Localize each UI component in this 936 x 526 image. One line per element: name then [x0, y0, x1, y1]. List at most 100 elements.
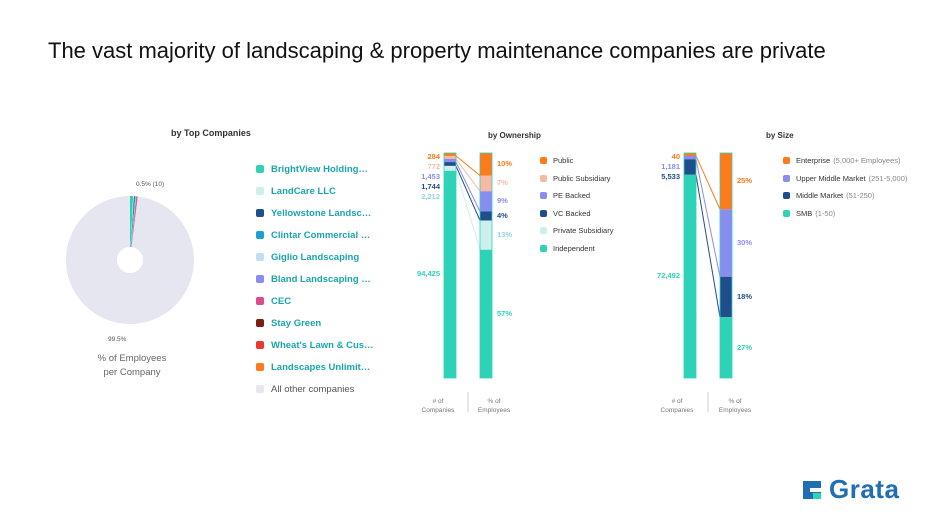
legend-swatch: [256, 319, 264, 327]
ownership-count-label-5: 94,425: [417, 269, 440, 279]
ownership-connector-0: [455, 155, 481, 176]
legend-label: Wheat's Lawn & Cus…: [271, 339, 374, 351]
pie-chart-title: by Top Companies: [171, 128, 251, 138]
size-pct-label-0: 25%: [737, 176, 753, 186]
legend-label: SMB: [796, 208, 813, 218]
pie-legend: BrightView Holding… LandCare LLC Yellowsto…: [256, 158, 386, 400]
legend-label: Bland Landscaping …: [271, 273, 371, 285]
grata-logo: Grata: [801, 474, 899, 505]
pie-caption-line-2: per Company: [103, 367, 161, 378]
legend-label: PE Backed: [553, 191, 591, 200]
legend-sublabel: (251-5,000): [868, 173, 908, 183]
legend-swatch: [256, 385, 264, 393]
ownership-connector-1: [455, 158, 481, 192]
size-pct-bar-outline: [719, 152, 733, 379]
legend-sublabel: (5,000+ Employees): [833, 156, 901, 165]
pie-caption: % of Employees per Company: [92, 352, 172, 380]
ownership-count-bar-0: [444, 153, 456, 156]
ownership-count-label-1: 772: [427, 162, 440, 171]
ownership-count-label-0: 284: [427, 152, 440, 161]
size-count-bar-1: [684, 155, 696, 160]
ownership-pct-label-1: 7%: [497, 178, 508, 188]
legend-label: Middle Market: [796, 191, 844, 200]
legend-sublabel: (51-250): [846, 191, 875, 200]
legend-label: CEC: [271, 295, 292, 307]
legend-swatch: [256, 165, 264, 173]
pie-slice-2: [130, 196, 135, 248]
size-legend-item-3: SMB (1-50): [783, 209, 835, 218]
ownership-pct-label-5: 57%: [497, 308, 513, 318]
pie-legend-item-8[interactable]: Wheat's Lawn & Cus…: [256, 334, 386, 356]
size-legend-item-1: Upper Middle Market (251-5,000): [783, 174, 907, 183]
pie-legend-item-3[interactable]: Clintar Commercial …: [256, 224, 386, 246]
pie-slice-7: [131, 196, 138, 248]
pie-legend-item-4[interactable]: Giglio Landscaping: [256, 246, 386, 268]
pie-slice-1: [130, 196, 134, 248]
ownership-count-label-3: 1,744: [421, 182, 440, 191]
ownership-pct-label-2: 9%: [497, 196, 508, 206]
pie-slice-9: [131, 196, 138, 248]
size-count-bar-3: [684, 174, 696, 378]
legend-label: Stay Green: [271, 317, 322, 329]
ownership-axis-label-employees: % of Employees: [477, 398, 511, 414]
pie-slice-4: [131, 196, 137, 248]
pie-legend-item-6[interactable]: CEC: [256, 290, 386, 312]
size-pct-label-1: 30%: [737, 238, 753, 247]
ownership-pct-bar-1: [480, 175, 492, 192]
size-count-bar-2: [684, 159, 696, 175]
legend-label: LandCare LLC: [271, 185, 336, 197]
ownership-count-bar-2: [444, 158, 456, 163]
ownership-count-bar-5: [444, 170, 456, 378]
ownership-pct-bar-2: [480, 191, 492, 212]
pie-legend-item-7[interactable]: Stay Green: [256, 312, 386, 334]
pie-slice-5: [131, 196, 137, 248]
size-count-label-1: 1,181: [661, 162, 680, 171]
size-connector-1: [695, 159, 721, 277]
ownership-pct-bar-outline: [479, 152, 493, 379]
size-axis-label-employees: % of Employees: [718, 398, 752, 414]
ownership-pct-label-4: 13%: [497, 230, 513, 240]
grata-logo-icon: [803, 480, 821, 499]
legend-label: Clintar Commercial …: [271, 229, 371, 241]
pie-slice-10: [66, 196, 195, 324]
pie-legend-item-9[interactable]: Landscapes Unlimit…: [256, 356, 386, 378]
legend-swatch: [783, 157, 790, 164]
ownership-axis-label-companies: # of Companies: [421, 398, 455, 414]
pie-slice-6: [131, 196, 137, 248]
ownership-chart-title: by Ownership: [488, 131, 541, 140]
ownership-pct-bar-3: [480, 211, 492, 221]
legend-swatch: [540, 157, 547, 164]
ownership-count-bar-1: [444, 155, 456, 159]
legend-swatch: [783, 192, 790, 199]
pie-legend-item-1[interactable]: LandCare LLC: [256, 180, 386, 202]
legend-swatch: [256, 187, 264, 195]
pie-legend-item-5[interactable]: Bland Landscaping …: [256, 268, 386, 290]
legend-label: Landscapes Unlimit…: [271, 361, 371, 373]
size-connector-2: [695, 174, 721, 318]
size-legend-item-0: Enterprise (5,000+ Employees): [783, 156, 901, 165]
legend-swatch: [256, 341, 264, 349]
ownership-legend-item-4: Private Subsidiary: [540, 226, 613, 235]
pie-slice-0: [130, 196, 134, 248]
size-count-label-0: 40: [671, 152, 680, 161]
legend-label: Upper Middle Market: [796, 173, 866, 183]
ownership-pct-bar-5: [480, 249, 492, 378]
size-pct-bar-0: [720, 153, 732, 210]
pie-caption-line-1: % of Employees: [97, 353, 167, 364]
legend-swatch: [540, 174, 547, 182]
ownership-pct-label-3: 4%: [497, 211, 508, 220]
size-pct-label-3: 27%: [737, 342, 753, 352]
legend-swatch: [256, 297, 264, 305]
legend-swatch: [540, 244, 547, 252]
ownership-legend-item-3: VC Backed: [540, 209, 591, 218]
ownership-count-bar-outline: [443, 152, 457, 379]
ownership-connector-3: [455, 165, 481, 221]
pie-legend-item-0[interactable]: BrightView Holding…: [256, 158, 386, 180]
size-count-label-2: 5,533: [661, 172, 680, 181]
legend-swatch: [540, 192, 547, 199]
legend-label: Enterprise: [796, 156, 831, 165]
legend-sublabel: (1-50): [815, 208, 836, 218]
legend-swatch: [256, 209, 264, 217]
pie-legend-item-2[interactable]: Yellowstone Landsc…: [256, 202, 386, 224]
